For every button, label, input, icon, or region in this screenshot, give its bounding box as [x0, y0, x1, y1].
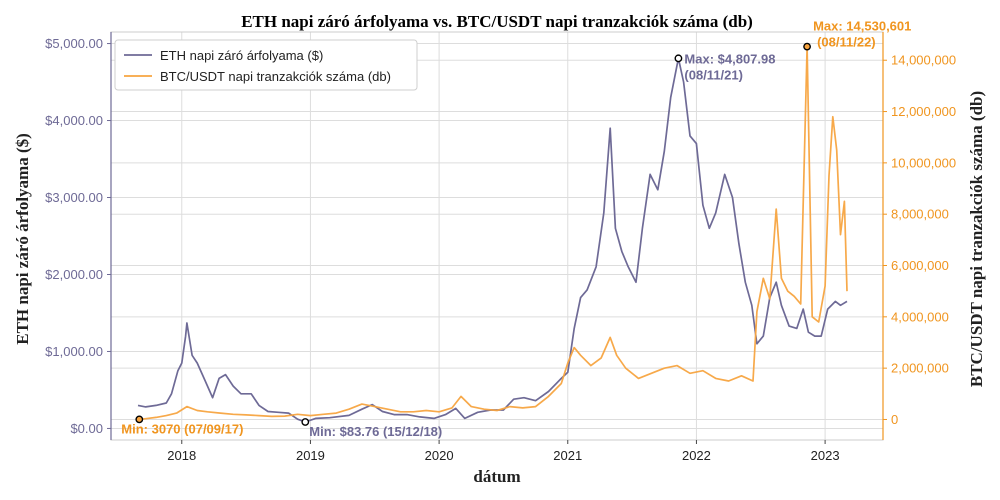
annotation-label: Min: 3070 (07/09/17) [121, 421, 243, 436]
y-tick-label-right: 10,000,000 [891, 155, 956, 170]
y-tick-label-left: $5,000.00 [45, 36, 103, 51]
y-tick-label-right: 12,000,000 [891, 104, 956, 119]
y-tick-label-right: 2,000,000 [891, 361, 949, 376]
eth-price-line [137, 57, 848, 423]
x-tick-label: 2019 [296, 448, 325, 463]
y-tick-label-right: 14,000,000 [891, 53, 956, 68]
y-tick-label-right: 4,000,000 [891, 309, 949, 324]
annotation-label-date: (08/11/21) [684, 67, 743, 82]
legend-box [114, 39, 418, 91]
btc-trades-line [139, 45, 848, 421]
legend: ETH napi záró árfolyama ($) BTC/USDT nap… [114, 39, 418, 91]
annotation-marker [803, 42, 811, 51]
annotation-label-date: (08/11/22) [817, 35, 876, 50]
series-layer [137, 45, 848, 423]
y-axis-title-left: ETH napi záró árfolyama ($) [13, 133, 32, 345]
y-tick-label-left: $3,000.00 [45, 190, 103, 205]
x-tick-label: 2020 [425, 448, 454, 463]
annotation-marker [674, 54, 683, 63]
annotation-layer: Max: $4,807.98(08/11/21) Min: $83.76 (15/… [121, 19, 911, 439]
annotation-marker [135, 415, 144, 424]
y-tick-label-left: $4,000.00 [45, 113, 103, 128]
x-tick-label: 2023 [811, 448, 840, 463]
chart-title: ETH napi záró árfolyama vs. BTC/USDT nap… [241, 12, 753, 31]
x-axis-title: dátum [473, 467, 520, 486]
legend-label-btc: BTC/USDT napi tranzakciók száma (db) [160, 69, 391, 84]
annotation-marker [301, 418, 310, 426]
y-tick-label-right: 0 [891, 412, 898, 427]
x-tick-label: 2018 [167, 448, 196, 463]
plot-area-frame [110, 31, 884, 441]
y-tick-label-left: $2,000.00 [45, 267, 103, 282]
y-tick-label-left: $1,000.00 [45, 344, 103, 359]
y-tick-label-left: $0.00 [70, 421, 103, 436]
grid-lines [111, 32, 883, 440]
annotation-label: Max: $4,807.98 [684, 51, 775, 66]
axes-layer: 2018 2019 2020 2021 2022 2023 $0.00 $1,000.00 $2… [45, 32, 956, 463]
x-tick-label: 2022 [682, 448, 711, 463]
y-axis-title-right: BTC/USDT napi tranzakciók száma (db) [967, 91, 986, 387]
annotation-label: Min: $83.76 (15/12/18) [309, 424, 442, 439]
y-tick-label-right: 8,000,000 [891, 207, 949, 222]
x-tick-label: 2021 [553, 448, 582, 463]
y-tick-label-right: 6,000,000 [891, 258, 949, 273]
legend-label-eth: ETH napi záró árfolyama ($) [160, 48, 323, 63]
annotation-label: Max: 14,530,601 [813, 19, 911, 34]
